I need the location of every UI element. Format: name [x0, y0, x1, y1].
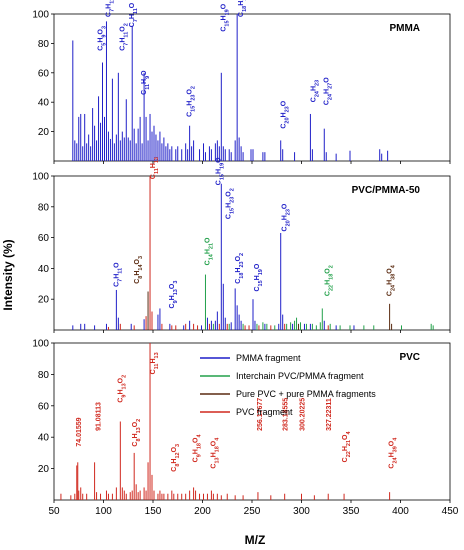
peak-annotation: C15H19O [254, 263, 264, 291]
y-tick-label: 20 [38, 464, 50, 475]
peak-annotation: C7H11O [105, 0, 115, 17]
y-tick-label: 40 [38, 264, 50, 275]
peak-annotation: C9H13O3 [169, 281, 179, 309]
peak-annotation: C7H11O [113, 262, 123, 287]
y-tick-label: 60 [38, 401, 50, 412]
peak-annotation: 91.08113 [96, 402, 103, 431]
legend-label: Pure PVC + pure PMMA fragments [236, 389, 376, 399]
x-tick-label: 50 [48, 506, 60, 517]
x-tick-label: 450 [442, 506, 459, 517]
peak-annotation: C15H19O [215, 157, 225, 185]
peak-annotation: C8H12O3 [171, 444, 181, 472]
panel-title: PVC [399, 352, 420, 363]
y-tick-label: 80 [38, 39, 50, 50]
peak-annotation: C8H14O3 [134, 256, 144, 284]
peak-annotation: 256.17677 [257, 398, 264, 431]
peak-annotation: C15H19O [220, 3, 230, 31]
x-tick-label: 300 [293, 506, 310, 517]
peak-annotation: C14H21O [204, 237, 214, 265]
peak-annotation: C24H23 [310, 80, 320, 102]
peak-annotation: C7H11O [129, 2, 139, 27]
panel-frame [53, 342, 451, 501]
peak-annotation: C22H21O4 [342, 430, 352, 462]
x-tick-label: 200 [194, 506, 211, 517]
x-tick-label: 250 [244, 506, 261, 517]
peak-annotation: C9H13O2 [117, 375, 127, 403]
peak-annotation: C24H38O4 [387, 264, 397, 296]
y-tick-label: 20 [38, 295, 50, 306]
peak-annotation: C9H18O4 [193, 434, 203, 463]
peak-annotation: C24H27O [323, 77, 333, 105]
peak-annotation: C7H11O2 [119, 23, 129, 51]
peak-annotation: C5H9O3 [98, 26, 108, 51]
peak-annotation: 327.22311 [326, 398, 333, 431]
y-tick-label: 60 [38, 68, 50, 79]
legend-label: PMMA fragment [236, 353, 301, 363]
peak-annotation: C15H23O2 [187, 86, 197, 117]
peak-annotation: C11H9O [141, 70, 151, 95]
peak-annotation: C13H18O4 [210, 437, 220, 469]
panel-1: 20 40 60 80 100 PVC/PMMA-50 C7H11O C8H14O3 C11H1… [32, 157, 451, 333]
panel-frame [53, 175, 451, 331]
legend-label: Interchain PVC/PMMA fragment [236, 371, 364, 381]
x-axis-label: M/Z [245, 533, 266, 547]
y-tick-label: 80 [38, 370, 50, 381]
peak-annotation: C24H39O4 [389, 437, 399, 469]
peak-annotation: 300.20225 [300, 398, 307, 431]
legend-label: PVC fragment [236, 407, 293, 417]
peak-annotation: C18H19 [238, 0, 248, 17]
y-tick-label: 20 [38, 127, 50, 138]
panel-0: 20406080100PMMAC5H9O3C7H11OC7H11O2C7H11O… [32, 0, 451, 164]
peak-annotation: C8H13O2 [132, 419, 142, 447]
panel-2: 20 40 60 80 100 50 100 150 200 250 300 350 400 450 PVC… [32, 339, 458, 518]
x-tick-label: 100 [95, 506, 112, 517]
y-axis-label: Intensity (%) [1, 239, 15, 310]
y-tick-label: 100 [32, 172, 49, 183]
y-tick-label: 80 [38, 202, 50, 213]
legend: PMMA fragment Interchain PVC/PMMA fragmen… [200, 353, 376, 417]
panel-title: PVC/PMMA-50 [352, 185, 421, 196]
panel-title: PMMA [389, 23, 420, 34]
peak-annotation: C11H13 [150, 157, 160, 179]
peak-annotation: C20H23O [281, 100, 291, 128]
x-tick-label: 400 [392, 506, 409, 517]
y-tick-label: 100 [32, 10, 49, 21]
x-tick-label: 350 [343, 506, 360, 517]
peak-annotation: C20H23O [282, 203, 292, 231]
peak-annotation: 74.01559 [76, 417, 83, 446]
y-tick-label: 40 [38, 433, 50, 444]
y-tick-label: 60 [38, 233, 50, 244]
x-tick-label: 150 [145, 506, 162, 517]
peak-annotation: C18H23O2 [235, 253, 245, 284]
peak-annotation: C11H13 [150, 352, 160, 374]
peak-annotation: 283.18555 [283, 398, 290, 431]
peak-annotation: C22H18O2 [324, 265, 334, 296]
peak-annotation: C15H23O2 [225, 188, 235, 219]
y-tick-label: 100 [32, 339, 49, 350]
panel-frame [53, 13, 451, 162]
y-tick-label: 40 [38, 98, 50, 109]
